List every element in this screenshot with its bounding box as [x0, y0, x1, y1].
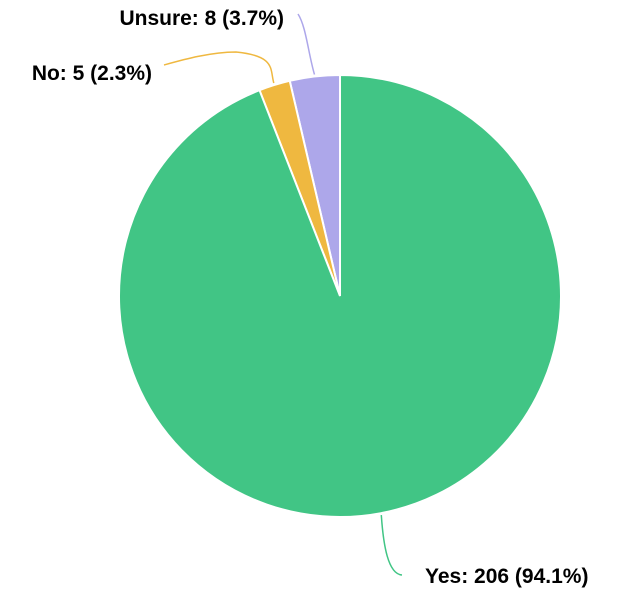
slice-label-unsure: Unsure: 8 (3.7%)	[119, 7, 284, 30]
slices-layer	[118, 73, 562, 518]
leader-line-unsure	[297, 13, 316, 75]
labels-layer: Unsure: 8 (3.7%) No: 5 (2.3%) Yes: 206 (94…	[32, 7, 589, 588]
slice-label-yes: Yes: 206 (94.1%)	[425, 565, 588, 588]
leader-lines-layer	[163, 13, 403, 576]
slice-label-no: No: 5 (2.3%)	[32, 62, 152, 85]
leader-line-yes	[380, 515, 403, 576]
pie-slice-yes	[118, 73, 562, 518]
leader-line-no	[163, 51, 275, 84]
